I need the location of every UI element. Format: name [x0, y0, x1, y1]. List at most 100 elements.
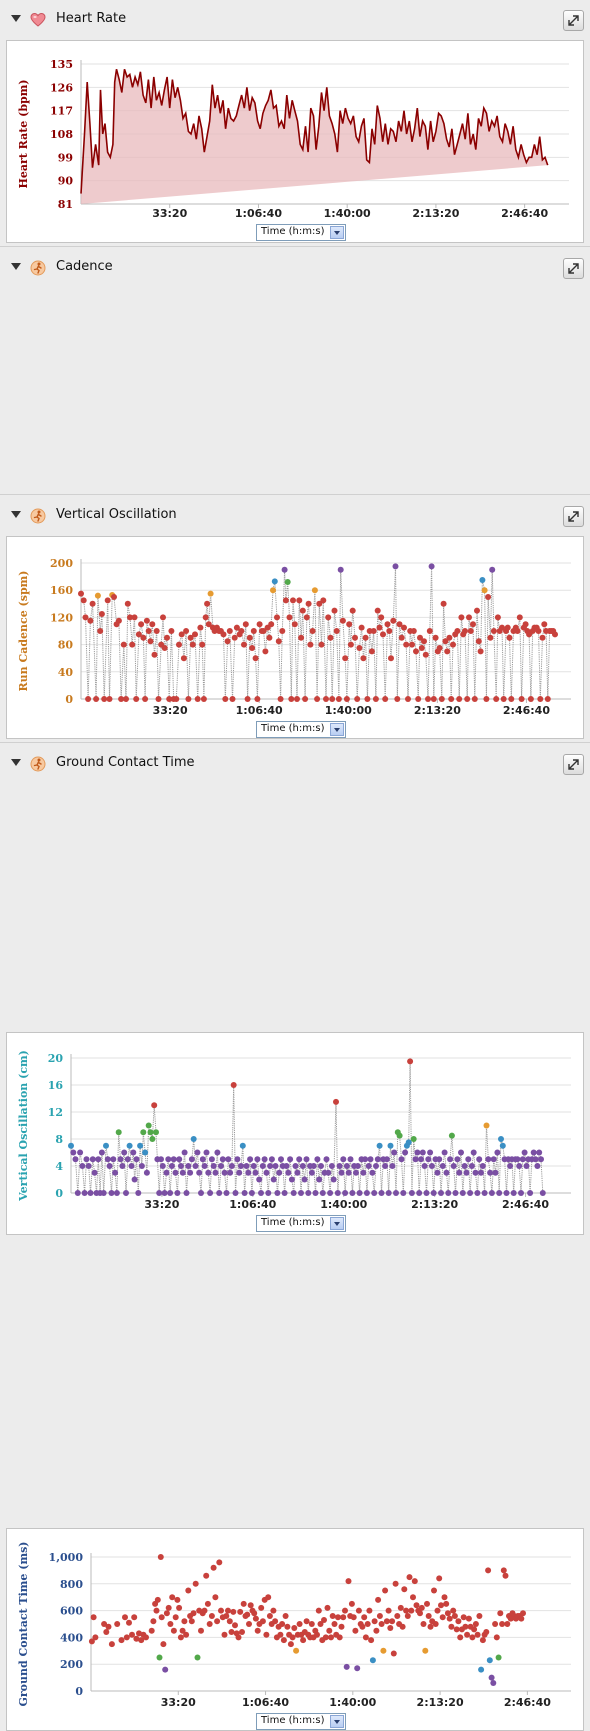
- data-point: [425, 696, 431, 702]
- data-point: [131, 614, 138, 621]
- data-point: [327, 634, 334, 641]
- data-point: [541, 621, 548, 628]
- data-point: [450, 1607, 457, 1614]
- collapse-triangle-icon[interactable]: [11, 263, 21, 270]
- data-point: [268, 621, 275, 628]
- data-point: [274, 614, 280, 621]
- data-point: [472, 1621, 479, 1627]
- data-point: [89, 600, 96, 607]
- data-point: [462, 1623, 469, 1630]
- data-point: [308, 1621, 315, 1627]
- data-point: [307, 641, 314, 648]
- y-tick-label: 90: [58, 175, 74, 188]
- data-point: [250, 628, 257, 634]
- data-point: [467, 628, 474, 634]
- data-point: [324, 1604, 331, 1611]
- panel-hr: Heart Rate 135 126 117 108 99 90 81 Heart Rate (…: [0, 0, 590, 243]
- x-tick-label: 1:06:40: [235, 207, 282, 220]
- data-point: [396, 621, 403, 628]
- collapse-triangle-icon[interactable]: [11, 511, 21, 518]
- panel-title: Vertical Oscillation: [56, 507, 177, 522]
- expand-button[interactable]: [563, 754, 584, 775]
- data-point: [302, 696, 309, 702]
- data-point: [374, 607, 381, 614]
- data-point: [504, 1621, 511, 1627]
- data-point: [427, 1623, 434, 1630]
- data-point: [318, 641, 325, 648]
- data-point: [397, 1604, 404, 1611]
- data-point: [432, 634, 439, 641]
- data-point: [359, 1623, 366, 1630]
- data-point: [247, 1602, 254, 1609]
- data-point: [185, 696, 192, 702]
- panel-header: Ground Contact Time: [0, 744, 590, 780]
- data-point: [174, 1596, 181, 1603]
- data-point: [178, 631, 185, 638]
- expand-button[interactable]: [563, 10, 584, 31]
- data-point: [352, 634, 358, 641]
- data-point: [348, 1600, 355, 1607]
- data-point: [410, 628, 417, 634]
- data-point: [490, 628, 497, 634]
- data-point: [436, 645, 443, 651]
- dropdown-arrow-icon[interactable]: [330, 1715, 344, 1728]
- expand-icon: [568, 15, 579, 26]
- data-point: [284, 1623, 291, 1630]
- data-point: [229, 696, 236, 702]
- data-point: [291, 1625, 298, 1631]
- chart-svg: 135 126 117 108 99 90 81 Heart Rate (bpm) 33:20 1…: [17, 58, 569, 220]
- data-point: [481, 587, 488, 594]
- data-point: [382, 696, 389, 702]
- data-point: [451, 1613, 458, 1619]
- data-point: [82, 614, 89, 621]
- x-axis-unit-select[interactable]: Time (h:m:s): [256, 721, 346, 738]
- data-point: [384, 621, 391, 628]
- dropdown-arrow-icon[interactable]: [330, 723, 344, 736]
- data-point: [254, 1627, 261, 1634]
- data-point: [428, 563, 435, 570]
- y-tick-label: 120: [50, 611, 73, 624]
- data-point: [500, 1567, 507, 1574]
- data-point: [337, 566, 344, 573]
- data-point: [399, 1623, 406, 1630]
- data-point: [426, 628, 433, 634]
- data-point: [347, 641, 354, 648]
- data-point: [192, 631, 198, 638]
- data-point: [289, 1634, 296, 1641]
- collapse-triangle-icon[interactable]: [11, 759, 21, 766]
- data-point: [208, 1613, 215, 1619]
- data-point: [157, 1554, 164, 1560]
- data-point: [105, 1623, 112, 1630]
- data-point: [483, 1629, 490, 1635]
- data-point: [204, 600, 211, 607]
- data-point: [118, 696, 125, 702]
- data-point: [120, 641, 127, 648]
- data-point: [442, 638, 449, 645]
- x-axis-unit-select[interactable]: Time (h:m:s): [256, 1713, 346, 1730]
- data-point: [235, 1634, 242, 1641]
- data-point: [362, 634, 369, 641]
- data-point: [368, 1637, 375, 1644]
- collapse-triangle-icon[interactable]: [11, 15, 21, 22]
- data-point: [398, 634, 405, 641]
- data-point: [187, 634, 194, 641]
- data-point: [242, 621, 249, 628]
- data-point: [238, 628, 245, 634]
- select-value: Time (h:m:s): [261, 723, 325, 734]
- data-point: [405, 696, 411, 702]
- x-axis-unit-select[interactable]: Time (h:m:s): [256, 224, 346, 241]
- data-point: [320, 597, 327, 604]
- x-tick-label: 33:20: [153, 704, 188, 717]
- data-point: [104, 597, 111, 604]
- dropdown-arrow-icon[interactable]: [330, 226, 344, 239]
- data-point: [369, 1657, 376, 1664]
- expand-button[interactable]: [563, 506, 584, 527]
- data-point: [218, 1607, 224, 1614]
- panel-title: Cadence: [56, 259, 113, 274]
- data-point: [300, 1637, 307, 1644]
- expand-button[interactable]: [563, 258, 584, 279]
- data-point: [392, 563, 399, 570]
- x-tick-label: 2:46:40: [503, 704, 550, 717]
- data-point: [401, 624, 407, 631]
- data-point: [256, 621, 263, 628]
